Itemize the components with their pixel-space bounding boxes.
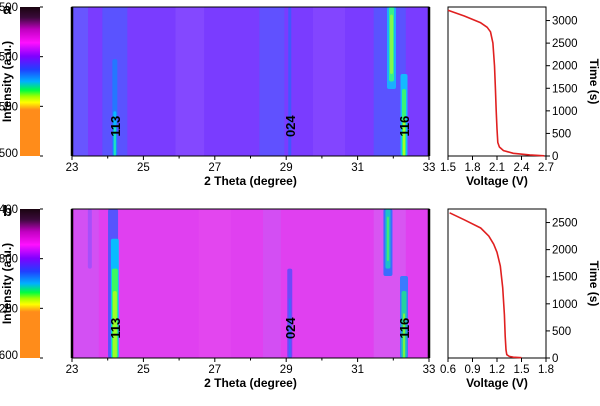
heatmap-band [262,209,281,358]
heatmap-band [72,7,89,156]
colorbar-tick-label: 2500 [0,101,18,113]
peak-streak [288,7,292,156]
peak-streak [390,14,394,75]
peak-streak [386,216,389,262]
x-tick-label: 27 [208,364,221,376]
peak-label-113: 113 [108,318,123,339]
peak-streak [403,118,406,156]
peak-label-116: 116 [397,318,412,339]
peak-label-113: 113 [108,116,123,137]
peak-label-024: 024 [283,317,298,339]
colorbar-tick-label: 1200 [0,303,18,315]
x-tick-label: 1.5 [440,162,456,174]
heatmap-band [259,7,285,156]
y-axis-label: Time (s) [587,261,600,307]
panel-letter: b [3,203,12,220]
x-tick-label: 27 [208,162,221,174]
peak-label-024: 024 [283,115,298,137]
heatmap-band [312,7,346,156]
colorbar-tick-label: 400 [0,204,18,216]
x-tick-label: 23 [66,162,79,174]
colorbar [20,209,40,358]
heatmap-background [72,7,429,156]
peak-streak [288,298,291,358]
colorbar-tick-label: 500 [0,2,18,14]
heatmap [72,209,429,358]
x-tick-label: 31 [351,162,364,174]
colorbar-tick-label: 1600 [0,350,18,362]
y-axis-label: Time (s) [587,59,600,105]
x-tick-label: 0.6 [440,364,456,376]
x-tick-label: 1.8 [538,364,554,376]
x-tick-label: 31 [351,364,364,376]
x-tick-label: 29 [280,364,293,376]
heatmap-band [73,209,99,358]
y-tick-label: 2500 [552,38,578,50]
heatmap-background [72,209,429,358]
x-tick-label: 2.1 [489,162,505,174]
x-tick-label: 33 [423,162,436,174]
y-tick-label: 500 [552,128,571,140]
colorbar-tick-label: 800 [0,254,18,266]
peak-label-116: 116 [397,116,412,137]
voltage-time-curve [449,212,522,359]
y-tick-label: 0 [552,353,558,365]
x-tick-label: 23 [66,364,79,376]
x-tick-label: 25 [137,364,150,376]
y-tick-label: 500 [552,326,571,338]
colorbar [20,7,40,156]
x-axis-label: Voltage (V) [466,376,528,390]
x-axis-label: Voltage (V) [466,174,528,188]
line-plot-frame [447,208,547,359]
x-tick-label: 1.5 [514,364,530,376]
y-tick-label: 3000 [552,16,578,28]
x-tick-label: 25 [137,162,150,174]
peak-streak [87,209,92,269]
voltage-time-curve [447,9,545,157]
x-tick-label: 0.9 [465,364,481,376]
peak-streak [403,313,406,358]
y-tick-label: 1500 [552,272,578,284]
colorbar-label: Intensity (a.u.) [0,41,14,122]
y-tick-label: 0 [552,151,558,163]
y-tick-label: 1000 [552,106,578,118]
x-tick-label: 33 [423,364,436,376]
heatmap-band [198,209,231,358]
colorbar-tick-label: 1500 [0,52,18,64]
colorbar-tick-label: 3500 [0,148,18,160]
panel-letter: a [3,1,12,18]
x-tick-label: 1.8 [465,162,481,174]
heatmap [72,7,429,156]
peak-streak [112,290,117,358]
x-tick-label: 1.2 [489,364,505,376]
peak-streak [113,126,116,156]
x-tick-label: 29 [280,162,293,174]
y-tick-label: 2000 [552,245,578,257]
x-axis-label: 2 Theta (degree) [204,376,297,390]
y-tick-label: 2500 [552,218,578,230]
y-tick-label: 1500 [552,83,578,95]
heatmap-band [175,7,205,156]
y-tick-label: 1000 [552,299,578,311]
colorbar-label: Intensity (a.u.) [0,243,14,324]
y-tick-label: 2000 [552,61,578,73]
x-axis-label: 2 Theta (degree) [204,174,297,188]
x-tick-label: 2.7 [538,162,554,174]
x-tick-label: 2.4 [514,162,531,174]
